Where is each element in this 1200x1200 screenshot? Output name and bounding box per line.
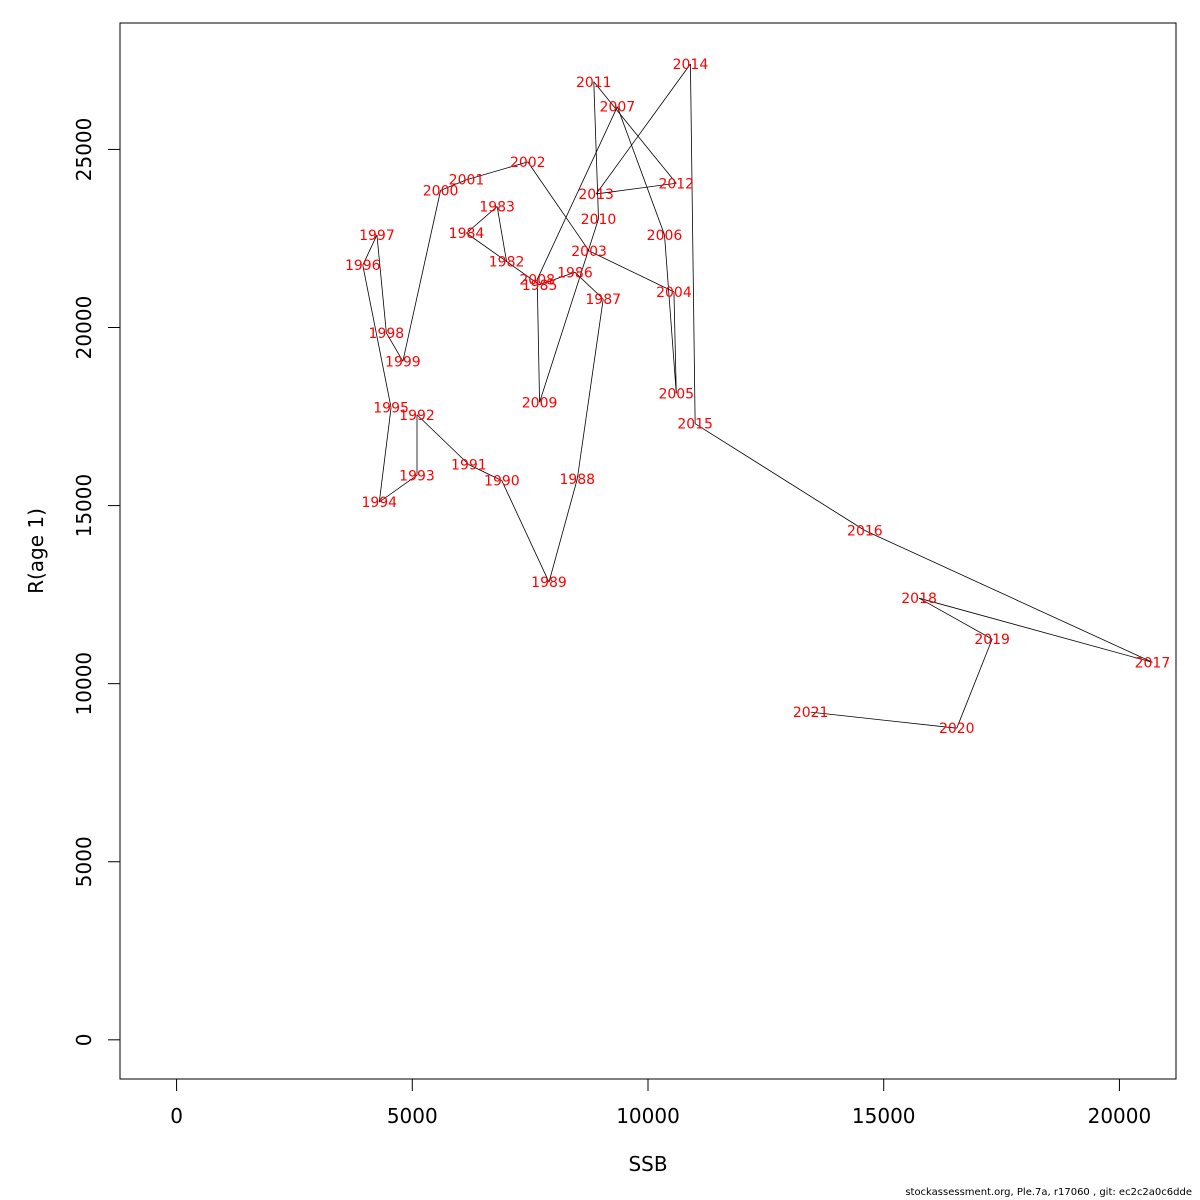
- series-segment-2010-2011: [593, 81, 599, 219]
- point-label-1998: 1998: [369, 326, 405, 342]
- y-tick-label: 25000: [72, 118, 96, 182]
- series-segment-1983-1984: [466, 206, 498, 234]
- point-label-2006: 2006: [647, 228, 683, 244]
- series-segment-2003-2004: [588, 250, 675, 293]
- series-segment-1996-1997: [362, 234, 378, 266]
- x-tick-label: 15000: [852, 1104, 916, 1128]
- point-label-1987: 1987: [585, 292, 621, 308]
- point-label-2019: 2019: [974, 632, 1010, 648]
- series-segment-1984-1985: [466, 232, 540, 286]
- series-segment-1985-1986: [539, 271, 576, 286]
- y-axis: 0 5000 10000 15000 20000 25000: [72, 118, 121, 1046]
- series-segment-2013-2014: [595, 63, 691, 195]
- footer-credit: stockassessment.org, Ple.7a, r17060 , gi…: [905, 1187, 1192, 1198]
- plot-frame: [119, 22, 1177, 1080]
- point-label-2014: 2014: [673, 57, 709, 73]
- point-label-2000: 2000: [423, 183, 459, 199]
- series-segment-2006-2007: [616, 106, 665, 236]
- point-label-1983: 1983: [479, 199, 515, 215]
- series-segment-1990-1991: [468, 464, 503, 482]
- point-label-2020: 2020: [939, 721, 975, 737]
- point-label-1985: 1985: [522, 278, 558, 294]
- y-tick-label: 20000: [72, 296, 96, 360]
- y-tick-label: 15000: [72, 474, 96, 538]
- point-label-2009: 2009: [522, 395, 558, 411]
- y-tick-label: 5000: [72, 836, 96, 887]
- series-segment-2009-2010: [539, 218, 599, 403]
- x-axis: 0 5000 10000 15000 20000: [170, 1078, 1152, 1128]
- series-segment-1991-1992: [416, 414, 470, 465]
- point-label-2016: 2016: [847, 524, 883, 540]
- point-label-1990: 1990: [484, 474, 520, 490]
- point-label-2017: 2017: [1135, 655, 1171, 671]
- series-segment-2005-2006: [664, 234, 677, 394]
- series-segment-2020-2021: [810, 711, 957, 729]
- x-tick-label: 0: [170, 1104, 183, 1128]
- series-segment-1998-1999: [386, 332, 404, 362]
- point-label-2021: 2021: [793, 705, 829, 721]
- point-label-1988: 1988: [559, 472, 595, 488]
- x-tick-label: 20000: [1088, 1104, 1152, 1128]
- point-label-2011: 2011: [576, 75, 612, 91]
- point-label-1986: 1986: [557, 265, 593, 281]
- point-label-1984: 1984: [449, 226, 485, 242]
- point-label-1996: 1996: [345, 258, 381, 274]
- series-segment-1994-1995: [378, 407, 392, 503]
- x-axis-title: SSB: [628, 1152, 667, 1176]
- series-segment-2014-2015: [690, 63, 696, 424]
- y-tick-label: 10000: [72, 652, 96, 716]
- point-label-2008: 2008: [519, 272, 555, 288]
- point-label-1997: 1997: [359, 228, 395, 244]
- series-segment-2007-2008: [536, 106, 618, 280]
- series-segment-2001-2002: [466, 161, 528, 181]
- series-segment-2012-2013: [596, 182, 677, 195]
- point-label-1991: 1991: [451, 458, 487, 474]
- point-label-2015: 2015: [677, 417, 713, 433]
- y-axis-title: R(age 1): [24, 508, 48, 594]
- series-segment-2018-2019: [918, 597, 993, 640]
- series-segment-2017-2018: [918, 597, 1153, 663]
- series-segment-1988-1989: [548, 478, 578, 583]
- point-label-1994: 1994: [361, 495, 397, 511]
- point-label-2005: 2005: [658, 386, 694, 402]
- series-segment-2011-2012: [593, 81, 677, 184]
- series-segment-2015-2016: [694, 423, 866, 531]
- series-segment-1997-1998: [376, 234, 387, 333]
- x-tick-label: 10000: [616, 1104, 680, 1128]
- series-segment-1993-1994: [379, 474, 418, 503]
- series-segment-1995-1996: [362, 265, 392, 408]
- point-label-2010: 2010: [581, 212, 617, 228]
- point-label-2001: 2001: [449, 173, 485, 189]
- y-tick-label: 0: [72, 1033, 96, 1046]
- series-segment-2002-2003: [527, 161, 590, 252]
- point-label-2018: 2018: [901, 591, 937, 607]
- point-label-2007: 2007: [600, 100, 636, 116]
- point-label-1982: 1982: [489, 255, 525, 271]
- point-label-1989: 1989: [531, 575, 567, 591]
- x-tick-label: 5000: [387, 1104, 438, 1128]
- point-label-2004: 2004: [656, 285, 692, 301]
- point-label-1995: 1995: [373, 401, 409, 417]
- series-segment-2008-2009: [536, 279, 540, 403]
- point-label-2002: 2002: [510, 155, 546, 171]
- point-label-2003: 2003: [571, 244, 607, 260]
- series-layer: [362, 63, 1153, 729]
- point-label-2013: 2013: [578, 187, 614, 203]
- series-segment-2004-2005: [673, 291, 677, 394]
- series-segment-2016-2017: [864, 530, 1153, 663]
- series-segment-1989-1990: [501, 480, 550, 583]
- series-segment-2000-2001: [440, 179, 467, 191]
- point-label-1992: 1992: [399, 408, 435, 424]
- point-label-2012: 2012: [658, 176, 694, 192]
- series-segment-1982-1983: [496, 206, 507, 262]
- point-label-1999: 1999: [385, 354, 421, 370]
- point-label-1993: 1993: [399, 468, 435, 484]
- series-segment-1999-2000: [402, 190, 441, 362]
- series-segment-2019-2020: [956, 639, 993, 729]
- series-segment-1987-1988: [576, 298, 604, 479]
